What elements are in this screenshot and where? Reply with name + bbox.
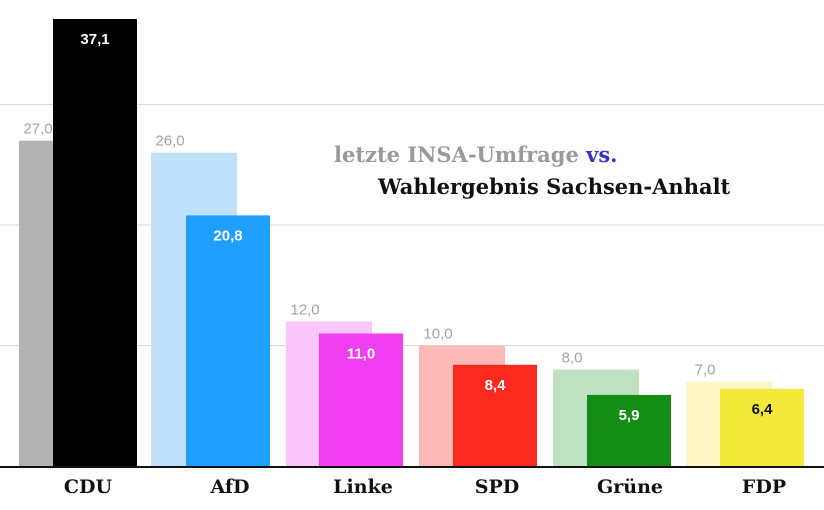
- category-label-0: CDU: [64, 476, 113, 498]
- bar-ergebnis-4: [587, 394, 671, 466]
- chart-title-line1: letzte INSA-Umfrage vs.: [334, 142, 617, 167]
- label-umfrage-3: 10,0: [423, 326, 452, 343]
- label-ergebnis-2: 11,0: [347, 345, 375, 362]
- label-ergebnis-0: 37,1: [80, 31, 109, 48]
- label-ergebnis-5: 6,4: [752, 401, 774, 418]
- chart-title-line2: Wahlergebnis Sachsen-Anhalt: [378, 174, 731, 199]
- label-ergebnis-1: 20,8: [213, 227, 242, 244]
- chart-title-vs: vs.: [586, 142, 618, 167]
- chart-title-prefix: letzte INSA-Umfrage: [334, 142, 587, 167]
- bar-ergebnis-5: [720, 388, 804, 466]
- bar-ergebnis-3: [453, 364, 537, 466]
- label-ergebnis-3: 8,4: [485, 377, 507, 394]
- label-umfrage-2: 12,0: [290, 301, 319, 318]
- category-label-2: Linke: [333, 476, 393, 498]
- bar-ergebnis-0: [53, 19, 137, 466]
- category-label-4: Grüne: [597, 476, 663, 498]
- label-umfrage-1: 26,0: [155, 133, 184, 150]
- label-umfrage-0: 27,0: [23, 121, 52, 138]
- category-label-5: FDP: [742, 476, 786, 498]
- bar-ergebnis-2: [319, 333, 403, 466]
- label-ergebnis-4: 5,9: [619, 407, 640, 424]
- label-umfrage-5: 7,0: [695, 362, 716, 379]
- category-label-3: SPD: [475, 476, 520, 498]
- label-umfrage-4: 8,0: [562, 350, 583, 367]
- bar-ergebnis-1: [186, 215, 270, 466]
- category-label-1: AfD: [209, 476, 249, 498]
